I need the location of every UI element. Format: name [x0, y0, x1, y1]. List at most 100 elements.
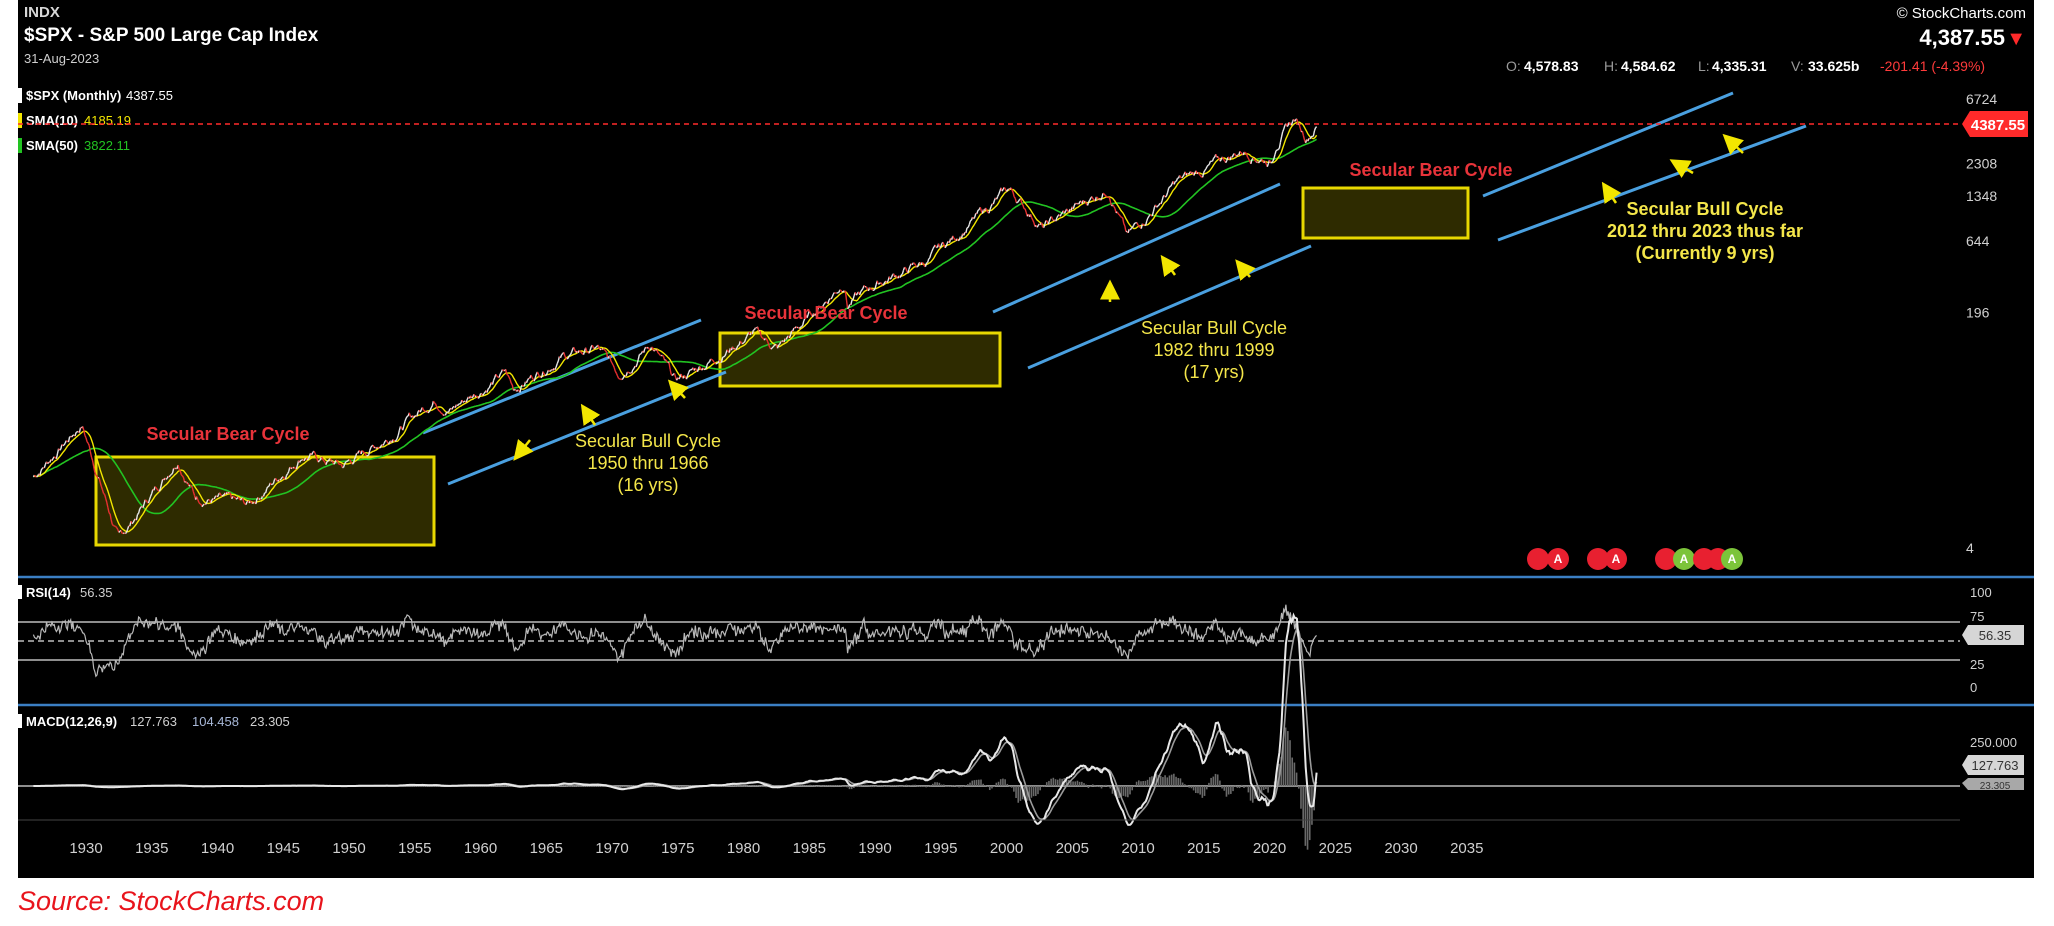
price-segment [1078, 201, 1081, 205]
price-segment [106, 502, 109, 508]
macd-hist-bar [1197, 786, 1199, 794]
macd-hist-bar [1008, 786, 1011, 787]
price-segment [471, 396, 474, 399]
macd-hist-bar [1258, 786, 1261, 798]
macd-hist-bar [1243, 786, 1245, 789]
macd-hist-bar [1131, 786, 1134, 791]
macd-hist-bar [1265, 786, 1267, 790]
price-segment [739, 340, 742, 344]
price-segment [211, 498, 214, 501]
macd-hist-bar [864, 784, 866, 786]
macd-hist-bar [1210, 777, 1212, 786]
ohlc-high-label: H: [1604, 58, 1618, 74]
macd-hist-bar [995, 782, 998, 786]
macd-hist-bar [942, 784, 945, 786]
price-segment [228, 491, 232, 495]
price-segment [493, 377, 496, 381]
macd-hist-bar [1230, 786, 1232, 794]
macd-hist-bar [1188, 786, 1191, 788]
macd-hist-bar [1280, 756, 1283, 786]
macd-hist-bar [1122, 786, 1125, 796]
price-segment [33, 474, 37, 478]
price-segment [668, 362, 671, 370]
price-segment [957, 239, 960, 242]
macd-hist-bar [1039, 786, 1041, 791]
price-segment [1108, 196, 1110, 199]
macd-hist-bar [491, 785, 494, 787]
price-segment [404, 418, 407, 422]
price-segment [408, 412, 412, 417]
price-segment [1113, 206, 1116, 209]
price-segment [1060, 212, 1063, 215]
price-segment [1244, 152, 1247, 155]
price-segment [712, 359, 715, 363]
price-segment [320, 456, 324, 460]
event-badges: A A A A [1527, 548, 1743, 570]
macd-hist-bar [1201, 786, 1204, 798]
price-segment [796, 326, 799, 329]
macd-hist-value: 23.305 [250, 714, 290, 729]
macd-hist-bar [883, 786, 886, 787]
price-segment [1088, 199, 1091, 203]
price-segment [317, 460, 321, 463]
price-segment [883, 281, 886, 285]
price-segment [103, 492, 106, 495]
price-segment [539, 376, 542, 379]
price-segment [1157, 204, 1160, 207]
price-segment [132, 520, 135, 524]
macd-hist-bar [991, 786, 993, 789]
price-segment [78, 427, 82, 433]
macd-hist-bar [1146, 779, 1149, 786]
macd-hist-bar [1089, 786, 1092, 787]
macd-hist-bar [741, 785, 743, 787]
price-segment [623, 374, 626, 377]
price-segment [396, 434, 399, 439]
macd-hist-bar [1295, 772, 1298, 786]
macd-hist-bar [1037, 786, 1039, 795]
price-segment [922, 262, 925, 267]
price-segment [1277, 147, 1280, 150]
bull-3-line-3: (Currently 9 yrs) [1635, 243, 1774, 263]
price-segment [249, 500, 253, 504]
macd-hist-bar [1293, 762, 1296, 786]
price-segment [770, 347, 773, 350]
price-segment [1281, 128, 1285, 133]
price-segment [375, 446, 378, 450]
price-segment [926, 261, 928, 264]
price-segment [255, 498, 258, 505]
price-segment [139, 506, 142, 510]
price-segment [568, 354, 571, 357]
bear-label-2: Secular Bear Cycle [744, 303, 907, 323]
macd-hist-bar [653, 785, 656, 787]
price-segment [658, 353, 661, 356]
price-segment [190, 485, 193, 488]
price-segment [91, 460, 95, 467]
price-segment [1040, 222, 1044, 228]
price-segment [593, 346, 597, 350]
arrow-8 [1669, 159, 1694, 178]
macd-hist-bar [601, 786, 603, 787]
price-segment [586, 350, 589, 354]
macd-hist-bar [1304, 786, 1307, 846]
macd-hist-bar [850, 786, 853, 790]
macd-hist-bar [945, 786, 947, 787]
price-segment [459, 402, 462, 405]
last-price-group: 4,387.55 ▼ [1919, 25, 2026, 50]
arrow-9 [1722, 133, 1744, 155]
price-segment [785, 336, 788, 340]
price-segment [830, 296, 833, 300]
macd-hist-bar [1219, 780, 1221, 786]
macd-hist-bar [835, 785, 838, 786]
macd-hist-bar [1105, 784, 1107, 786]
price-segment [76, 430, 79, 433]
price-segment [965, 227, 968, 233]
price-segment [107, 507, 110, 513]
macd-hist-bar [1120, 786, 1123, 798]
price-segment [599, 348, 602, 351]
price-segment [426, 410, 429, 414]
price-segment [421, 407, 425, 411]
price-segment [197, 499, 200, 503]
price-segment [1272, 158, 1275, 162]
ohlc-volume-value: 33.625b [1808, 58, 1859, 74]
price-segment [772, 345, 775, 348]
